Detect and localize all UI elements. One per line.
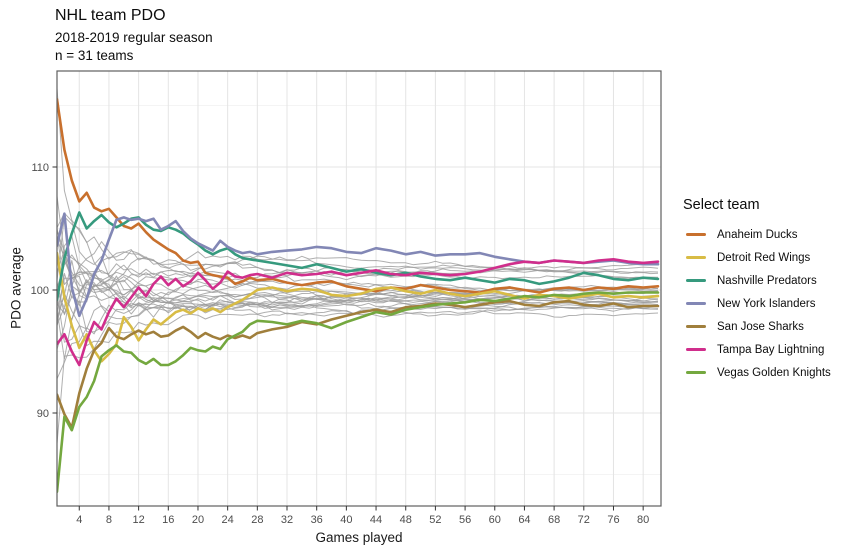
chart-header: NHL team PDO 2018-2019 regular season n … [55, 5, 213, 65]
legend-swatch-san-jose-sharks [686, 324, 706, 329]
legend-swatch-anaheim-ducks [686, 232, 706, 237]
chart-title: NHL team PDO [55, 7, 166, 24]
series-line-tampa-bay-lightning[interactable] [57, 258, 660, 367]
series-line-nashville-predators[interactable] [57, 211, 660, 302]
x-tick-label-52: 52 [429, 514, 441, 526]
chart-subtitle: 2018-2019 regular season [55, 30, 213, 45]
x-tick-label-60: 60 [489, 514, 501, 526]
legend-swatch-vegas-golden-knights [686, 370, 706, 375]
legend-title: Select team [683, 197, 760, 213]
series-line-detroit-red-wings[interactable] [57, 251, 660, 363]
y-tick-label-110: 110 [31, 162, 49, 174]
x-tick-label-48: 48 [400, 514, 412, 526]
y-tick-label-90: 90 [37, 408, 49, 420]
x-tick-label-4: 4 [76, 514, 82, 526]
legend: Select team Anaheim Ducks Detroit Red Win… [683, 197, 831, 384]
x-tick-label-56: 56 [459, 514, 471, 526]
legend-item-detroit-red-wings[interactable]: Detroit Red Wings [683, 246, 831, 269]
x-tick-label-76: 76 [607, 514, 619, 526]
x-tick-label-32: 32 [281, 514, 293, 526]
background-series-line [57, 271, 659, 360]
x-tick-label-72: 72 [578, 514, 590, 526]
background-series-line [57, 249, 659, 327]
series-group [57, 88, 660, 493]
x-tick-label-12: 12 [132, 514, 144, 526]
x-tick-label-36: 36 [311, 514, 323, 526]
x-tick-label-80: 80 [637, 514, 649, 526]
x-tick-label-20: 20 [192, 514, 204, 526]
x-tick-label-40: 40 [340, 514, 352, 526]
legend-item-san-jose-sharks[interactable]: San Jose Sharks [683, 315, 831, 338]
plot-panel-border [56, 70, 662, 507]
y-tick-label-100: 100 [31, 285, 49, 297]
y-axis-title: PDO average [8, 247, 24, 329]
x-tick-label-64: 64 [518, 514, 530, 526]
legend-item-vegas-golden-knights[interactable]: Vegas Golden Knights [683, 361, 831, 384]
legend-swatch-detroit-red-wings [686, 255, 706, 260]
x-axis-title: Games played [315, 530, 403, 545]
legend-label: Tampa Bay Lightning [717, 343, 825, 356]
legend-label: Anaheim Ducks [717, 228, 798, 241]
legend-label: San Jose Sharks [717, 320, 804, 333]
legend-label: New York Islanders [717, 297, 816, 310]
series-line-vegas-golden-knights[interactable] [57, 291, 660, 493]
legend-item-new-york-islanders[interactable]: New York Islanders [683, 292, 831, 315]
legend-swatch-new-york-islanders [686, 301, 706, 306]
legend-item-anaheim-ducks[interactable]: Anaheim Ducks [683, 223, 831, 246]
x-tick-label-16: 16 [162, 514, 174, 526]
legend-item-tampa-bay-lightning[interactable]: Tampa Bay Lightning [683, 338, 831, 361]
legend-item-nashville-predators[interactable]: Nashville Predators [683, 269, 831, 292]
x-tick-label-24: 24 [222, 514, 234, 526]
legend-items: Anaheim Ducks Detroit Red Wings Nashville … [683, 223, 831, 384]
background-series-line [57, 254, 659, 314]
background-series-line [57, 235, 659, 309]
x-tick-label-68: 68 [548, 514, 560, 526]
legend-swatch-nashville-predators [686, 278, 706, 283]
x-tick-label-28: 28 [251, 514, 263, 526]
series-line-san-jose-sharks[interactable] [57, 299, 660, 430]
legend-label: Detroit Red Wings [717, 251, 811, 264]
sample-size-note: n = 31 teams [55, 48, 134, 63]
legend-label: Nashville Predators [717, 274, 817, 287]
legend-label: Vegas Golden Knights [717, 366, 831, 379]
background-series-line [57, 290, 659, 333]
series-line-anaheim-ducks[interactable] [57, 98, 660, 294]
x-tick-label-44: 44 [370, 514, 382, 526]
legend-swatch-tampa-bay-lightning [686, 347, 706, 352]
background-series-line [57, 301, 659, 444]
x-tick-label-8: 8 [106, 514, 112, 526]
